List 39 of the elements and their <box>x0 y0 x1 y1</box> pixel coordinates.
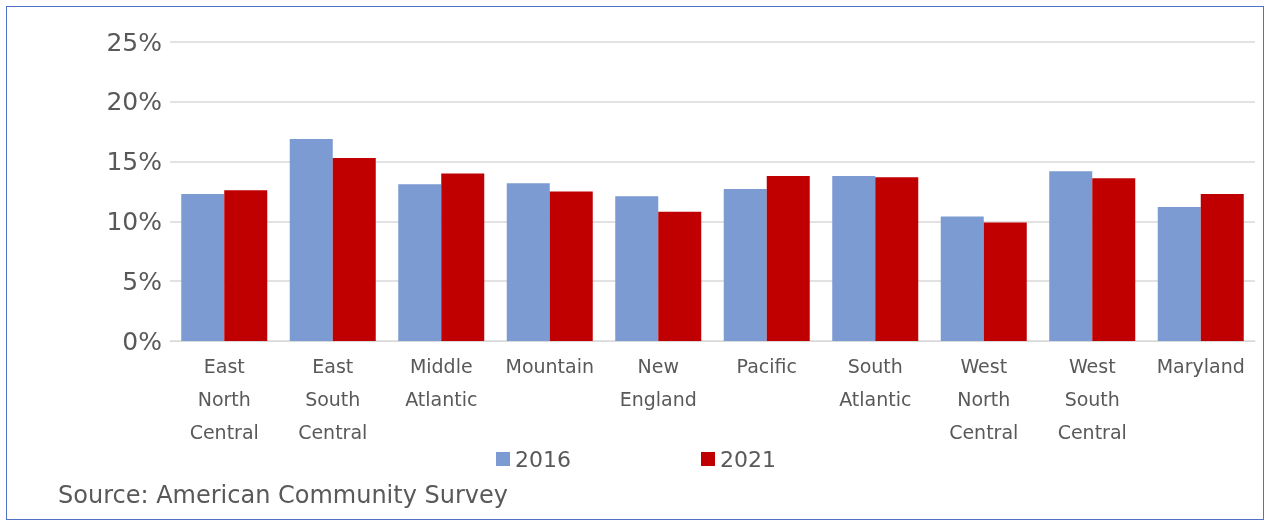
x-tick-label: New England <box>619 354 697 410</box>
x-tick-label: Mountain <box>505 354 595 377</box>
y-tick-label: 20% <box>106 87 162 117</box>
bar <box>332 158 376 341</box>
bar <box>506 183 550 341</box>
x-tick-label: South Atlantic <box>839 354 912 410</box>
y-tick-label: 5% <box>122 266 162 296</box>
x-tick-label: Maryland <box>1156 354 1245 377</box>
bar <box>398 184 442 341</box>
bar <box>723 189 767 341</box>
bar <box>1200 193 1244 341</box>
bar <box>1049 171 1093 341</box>
x-tick-label: Middle Atlantic <box>405 354 478 410</box>
x-tick-label: East North Central <box>189 354 259 443</box>
legend-label: 2016 <box>515 446 572 472</box>
bar <box>766 175 810 341</box>
bar <box>875 177 919 341</box>
bar <box>224 190 268 341</box>
y-tick-label: 0% <box>122 326 162 356</box>
x-tick-label: Pacific <box>736 354 797 377</box>
y-tick-label: 10% <box>106 206 162 236</box>
bar <box>549 191 593 341</box>
bar <box>658 211 702 341</box>
bar <box>441 173 485 341</box>
bar <box>181 193 225 341</box>
bar <box>1092 178 1136 341</box>
bar <box>615 196 659 341</box>
source-note: Source: American Community Survey <box>58 481 508 509</box>
legend-label: 2021 <box>720 446 776 472</box>
bar <box>832 175 876 341</box>
y-tick-label: 25% <box>106 27 162 57</box>
bar <box>940 216 984 341</box>
x-tick-label: West South Central <box>1057 354 1127 443</box>
bar <box>1157 207 1201 341</box>
bar <box>289 138 333 341</box>
x-tick-label: East South Central <box>298 354 368 443</box>
x-tick-label: West North Central <box>949 354 1019 443</box>
bar <box>983 222 1027 341</box>
y-tick-label: 15% <box>106 147 162 177</box>
